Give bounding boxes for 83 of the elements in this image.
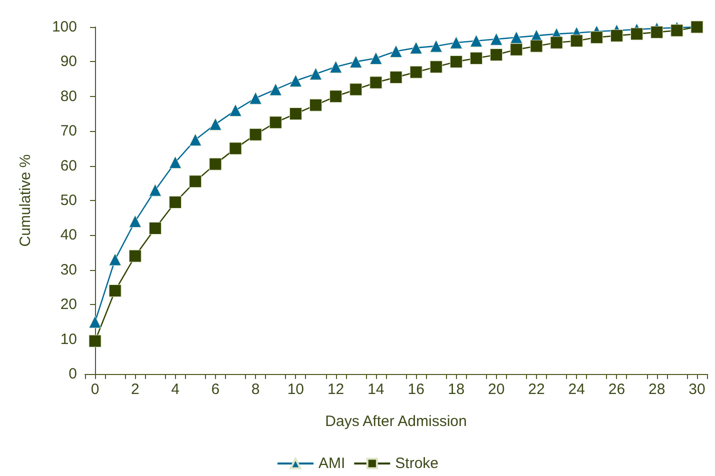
point [470,52,483,64]
legend-label: AMI [318,455,346,472]
x-tick-label: 6 [211,381,220,398]
point [370,52,382,64]
point [530,40,543,52]
y-tick-label: 80 [60,88,77,105]
point [410,42,422,54]
point [610,29,623,42]
point [390,71,402,84]
point [289,108,302,120]
point [249,92,262,104]
y-tick-label: 40 [60,226,77,244]
y-tick-label: 70 [60,122,77,140]
point [249,128,262,141]
y-tick-label: 0 [68,366,77,382]
point [450,55,462,68]
point [450,36,462,49]
x-axis-title: Days After Admission [325,413,467,430]
point [390,45,402,58]
point [510,31,523,44]
point [209,118,222,130]
point [630,28,644,40]
x-tick-label: 2 [130,381,140,398]
point [148,222,162,235]
x-tick-label: 0 [90,381,100,398]
x-tick-label: 30 [688,381,706,398]
x-tick-label: 18 [448,381,465,398]
y-tick-label: 100 [52,18,77,36]
x-tick-label: 20 [488,381,505,398]
point [289,74,302,88]
point [490,48,503,62]
y-axis-title: Cumulative % [17,154,34,247]
point [209,158,222,170]
point [169,156,182,169]
point [309,68,322,80]
point [169,196,182,208]
legend-label: Stroke [395,455,439,472]
point [410,66,422,78]
x-tick-label: 8 [251,381,260,398]
point [88,334,102,348]
point [229,104,242,117]
point [128,215,142,228]
x-tick-label: 16 [408,381,424,398]
point [108,284,122,297]
point [269,83,282,96]
point [650,26,664,38]
point [108,253,122,266]
point [670,24,684,37]
y-tick-label: 60 [60,157,77,174]
point [350,55,362,68]
point [330,90,342,103]
point [430,40,442,52]
point [189,134,202,146]
x-tick-label: 22 [528,381,545,398]
y-tick-label: 10 [60,330,77,348]
point [470,34,483,48]
y-tick-label: 30 [60,261,77,278]
y-tick-label: 90 [60,53,77,70]
x-tick-label: 24 [568,381,585,398]
point [590,31,603,44]
x-tick-label: 14 [368,381,384,398]
point [128,250,142,262]
x-tick-label: 4 [171,381,180,398]
point [350,83,362,96]
point [570,34,583,48]
y-tick-label: 50 [60,192,77,209]
point [430,60,442,74]
point [510,43,523,56]
y-tick-label: 20 [60,296,77,314]
x-tick-label: 10 [287,381,304,398]
point [189,175,202,188]
point [229,142,242,155]
point [550,36,563,49]
point [309,98,322,112]
point [490,32,503,46]
point [88,316,102,328]
point [269,116,282,129]
point [148,184,162,196]
x-tick-label: 26 [608,381,626,398]
point [330,60,342,74]
x-tick-label: 28 [648,381,666,398]
x-tick-label: 12 [327,381,344,398]
point [370,76,382,89]
